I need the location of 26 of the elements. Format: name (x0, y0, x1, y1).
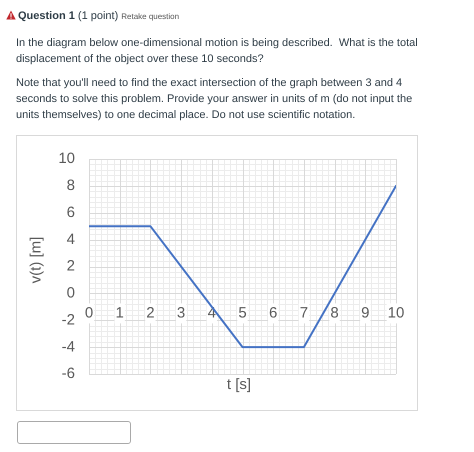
y-axis-title: v(t) [m] (28, 236, 44, 284)
text: Retake question (121, 12, 180, 21)
y-tick-label: 10 (58, 150, 75, 168)
x-tick-label: 2 (146, 304, 155, 322)
y-tick-label: 6 (66, 204, 75, 221)
x-tick-label: 6 (269, 304, 278, 322)
chart-title: Question 1 (18, 10, 75, 22)
y-tick-label: 0 (66, 284, 75, 302)
text: Note that you'll need to find the exact intersection of the graph between 3 and 4 seconds to solve this problem. Provide your answer in units of m (do not input the units themselves) to one decimal place. Do not use scientific notation. (16, 76, 414, 123)
y-tick-label: 2 (66, 258, 75, 275)
x-tick-label: 0 (84, 304, 94, 322)
x-tick-label: 1 (116, 304, 124, 322)
x-axis-title: t [s] (226, 376, 252, 393)
x-tick-label: 7 (300, 304, 308, 322)
chart-subtitle: (1 point) (78, 10, 118, 22)
x-tick-label: 9 (361, 304, 370, 322)
y-tick-label: -2 (62, 311, 75, 328)
x-tick-label: 3 (176, 304, 186, 322)
x-tick-label: 10 (388, 304, 404, 322)
y-tick-label: 4 (66, 230, 75, 248)
y-tick-label: -4 (62, 338, 75, 356)
x-tick-label: 5 (238, 304, 247, 322)
y-tick-label: 8 (66, 177, 75, 194)
y-tick-label: -6 (62, 365, 75, 382)
text: In the diagram below one-dimensional motion is being described. What is the total displacement of the object over these 10 seconds? (16, 36, 419, 67)
x-tick-label: 8 (330, 304, 339, 322)
